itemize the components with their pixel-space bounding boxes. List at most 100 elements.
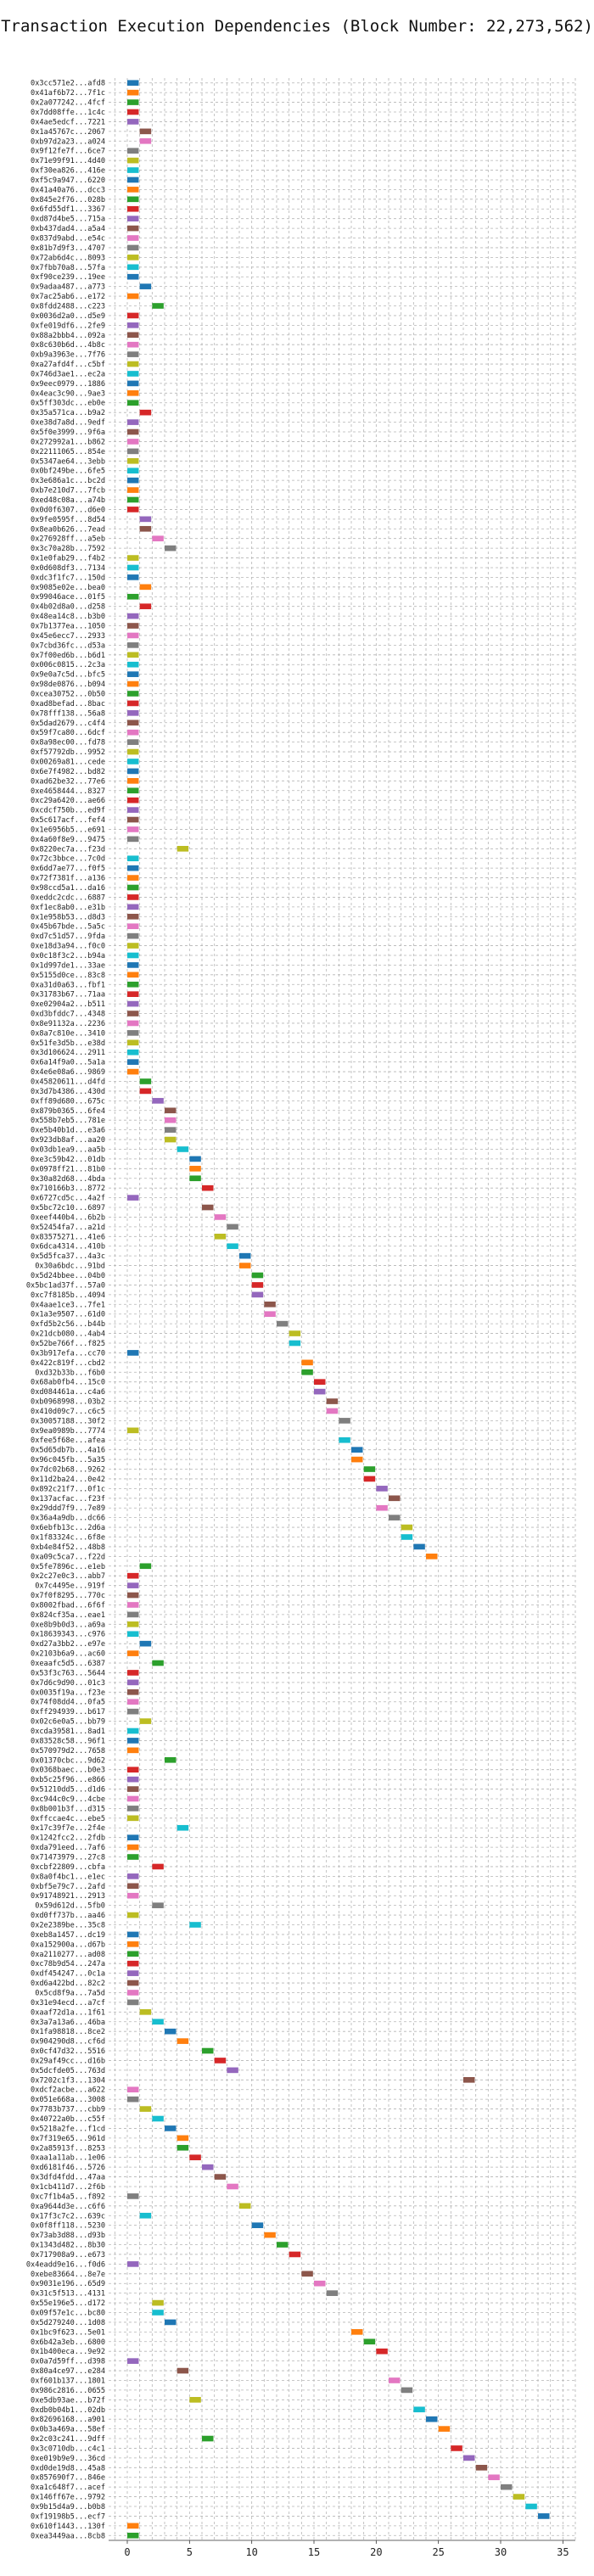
tx-label: 0xaa1a11ab...1e06 <box>31 2154 105 2163</box>
tx-bar <box>127 468 139 474</box>
tx-label: 0xcea30752...0b50 <box>31 691 105 699</box>
tx-bar <box>127 1679 139 1686</box>
tx-bar <box>127 1708 139 1715</box>
tx-bar <box>139 409 152 416</box>
tx-label: 0x7dc02b68...9262 <box>31 1466 105 1475</box>
tx-bar <box>227 2067 238 2074</box>
tx-label: 0x3c0710db...c4c1 <box>31 2444 105 2453</box>
tx-label: 0x5cd8f9a...7a5d <box>35 1989 105 1997</box>
tx-bar <box>289 1330 301 1336</box>
tx-label: 0x9085e02e...bea0 <box>31 584 105 592</box>
tx-label: 0x5bc1ad37f...57a0 <box>26 1281 105 1290</box>
tx-label: 0x746d3ae1...ec2a <box>31 370 105 378</box>
tx-bar <box>127 1786 139 1792</box>
tx-bar <box>127 1621 139 1627</box>
tx-label: 0xd7c51d57...9fda <box>31 932 105 941</box>
tx-bar <box>127 1844 139 1851</box>
tx-bar <box>127 710 139 716</box>
tx-label: 0xd3bfddc7...4348 <box>31 1011 105 1019</box>
tx-label: 0x5d279240...1d08 <box>31 2319 105 2327</box>
tx-bar <box>127 1892 139 1899</box>
tx-label: 0x0cf47d32...5516 <box>31 2047 105 2056</box>
tx-label: 0xdb0b04b1...02db <box>31 2406 105 2415</box>
tx-bar <box>127 564 139 571</box>
tx-label: 0x0368baec...b0e3 <box>31 1767 105 1775</box>
tx-label: 0x422c819f...cbd2 <box>31 1359 105 1368</box>
tx-bar <box>127 913 139 920</box>
tx-label: 0x837d9abd...e54c <box>31 235 105 244</box>
tx-bar <box>127 205 139 212</box>
x-tick-label: 5 <box>187 2546 193 2558</box>
tx-label: 0x3e686a1c...bc2d <box>31 477 105 485</box>
tx-label: 0x29af49cc...d16b <box>31 2057 105 2065</box>
tx-label: 0x52454fa7...a21d <box>31 1224 105 1232</box>
tx-bar <box>127 1350 139 1356</box>
tx-label: 0x35a571ca...b9a2 <box>31 409 105 417</box>
tx-bar <box>177 2144 189 2151</box>
tx-label: 0x36a4a9db...dc66 <box>31 1515 105 1523</box>
tx-bar <box>189 2397 201 2403</box>
tx-label: 0x892c21f7...0f1c <box>31 1485 105 1493</box>
tx-bar <box>127 1602 139 1608</box>
tx-bar <box>214 1214 227 1220</box>
tx-label: 0x0a7d59ff...d398 <box>31 2358 105 2366</box>
tx-label: 0xa2110277...ad08 <box>31 1951 105 1959</box>
tx-label: 0xd0ff737b...aa46 <box>31 1912 105 1920</box>
tx-label: 0xc7f8185b...4094 <box>31 1291 105 1300</box>
tx-label: 0x21dcb080...4ab4 <box>31 1330 105 1339</box>
tx-label: 0x98ccd5a1...da16 <box>31 884 105 893</box>
tx-label: 0x2103b6a9...ac60 <box>31 1650 105 1659</box>
tx-label: 0x1b400eca...9e92 <box>31 2348 105 2356</box>
tx-bar <box>127 826 139 832</box>
bars-layer <box>127 80 550 2539</box>
tx-bar <box>463 2455 475 2461</box>
tx-bar <box>152 1863 164 1870</box>
tx-bar <box>139 283 152 289</box>
tx-bar <box>227 2183 238 2190</box>
tx-bar <box>189 1175 201 1182</box>
tx-label: 0x01370cbc...9d62 <box>31 1756 105 1765</box>
tx-label: 0x5bc72c10...6897 <box>31 1204 105 1212</box>
tx-label: 0xf57792db...9952 <box>31 748 105 757</box>
tx-label: 0x6dd7ae77...f0f5 <box>31 865 105 873</box>
tx-bar <box>177 1824 189 1831</box>
tx-bar <box>214 2058 227 2064</box>
tx-bar <box>363 2338 376 2345</box>
tx-bar <box>239 2203 251 2209</box>
tx-label: 0xea3449aa...8cb8 <box>31 2532 105 2540</box>
tx-bar <box>127 2523 139 2529</box>
tx-bar <box>127 768 139 775</box>
tx-label: 0x0f8ff118...5230 <box>31 2222 105 2231</box>
tx-label: 0x5347ae64...3ebb <box>31 457 105 466</box>
tx-label: 0xf1ec8ab0...e31b <box>31 904 105 912</box>
tx-bar <box>139 1718 152 1724</box>
tx-label: 0x2a077242...4fcf <box>31 99 105 108</box>
tx-label: 0x31c5f513...4131 <box>31 2290 105 2299</box>
tx-label: 0x59d612d...5fb0 <box>35 1902 105 1911</box>
tx-bar <box>127 923 139 930</box>
tx-label: 0xfd5b2c56...b44b <box>31 1320 105 1329</box>
tx-bar <box>127 1795 139 1802</box>
tx-bar <box>127 312 139 319</box>
tx-label: 0x7202c1f3...1304 <box>31 2076 105 2085</box>
tx-label: 0xa152900a...d67b <box>31 1940 105 1949</box>
chart-title: Transaction Execution Dependencies (Bloc… <box>1 17 593 36</box>
tx-label: 0x570979d2...7658 <box>31 1747 105 1756</box>
tx-bar <box>389 1515 401 1520</box>
tx-label: 0x006c0815...2c3a <box>31 661 105 669</box>
tx-label: 0x4eac3c90...9ae3 <box>31 389 105 398</box>
tx-bar <box>264 1301 276 1308</box>
tx-label: 0x17f3c7c2...639c <box>31 2212 105 2220</box>
tx-label: 0xc944c0c9...4cbe <box>31 1795 105 1804</box>
tx-bar <box>177 1146 189 1152</box>
tx-label: 0x610f1443...130f <box>31 2523 105 2531</box>
tx-label: 0x845e2f76...028b <box>31 196 105 204</box>
tx-bar <box>127 351 139 357</box>
tx-bar <box>127 1776 139 1783</box>
tx-label: 0xd084461a...c4a6 <box>31 1388 105 1397</box>
tx-bar <box>127 1747 139 1754</box>
tx-label: 0x9fe0595f...8d54 <box>31 516 105 524</box>
tx-label: 0x5d5fca37...4a3c <box>31 1252 105 1261</box>
tx-label: 0x1e958b53...d8d3 <box>31 913 105 921</box>
tx-bar <box>127 1960 139 1967</box>
